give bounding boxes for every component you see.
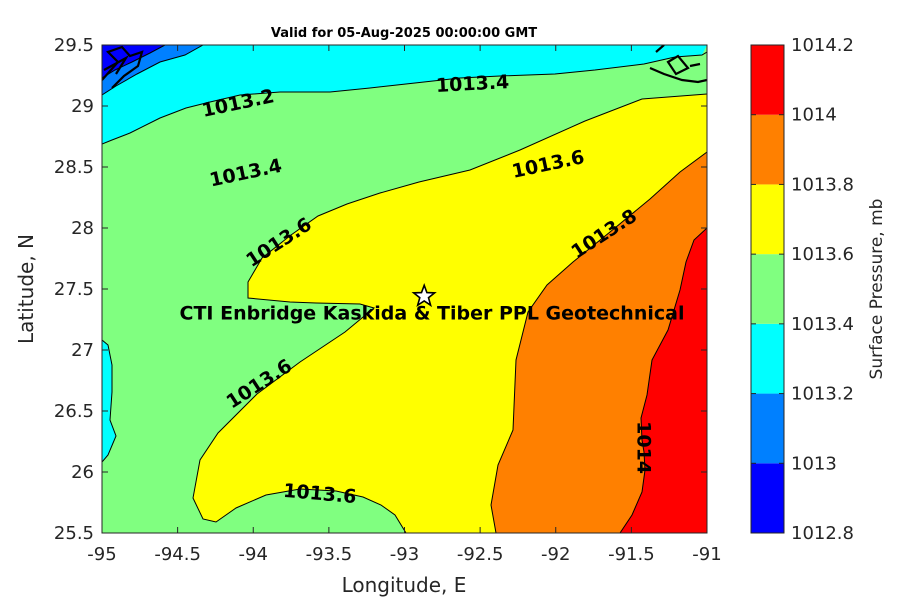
x-tick-label: -94.5	[154, 544, 201, 565]
x-axis-label: Longitude, E	[342, 573, 467, 597]
colorbar-swatch	[751, 184, 784, 255]
colorbar-label: Surface Pressure, mb	[867, 199, 887, 380]
y-tick-label: 26	[71, 462, 94, 483]
colorbar-tick-label: 1013.4	[791, 314, 854, 335]
colorbar-tick-label: 1013	[791, 453, 837, 474]
y-axis: 25.5 26 26.5 27 27.5 28 28.5 29 29.5	[54, 35, 707, 544]
colorbar-tick-label: 1014	[791, 105, 837, 126]
coastlines	[102, 45, 707, 89]
x-tick-label: -91	[692, 544, 721, 565]
region-1013.2-west	[102, 340, 116, 462]
colorbar-tick-label: 1014.2	[791, 35, 854, 56]
y-tick-label: 27.5	[54, 279, 94, 300]
y-tick-label: 26.5	[54, 401, 94, 422]
x-axis: -95 -94.5 -94 -93.5 -93 -92.5 -92 -91.5 -91	[87, 45, 722, 565]
colorbar-tick-label: 1013.8	[791, 174, 854, 195]
chart-title: Valid for 05-Aug-2025 00:00:00 GMT	[271, 26, 537, 41]
y-tick-label: 25.5	[54, 523, 94, 544]
colorbar-swatch	[751, 254, 784, 324]
region-1013.2	[102, 45, 707, 144]
colorbar-tick-label: 1012.8	[791, 523, 854, 544]
y-tick-label: 28.5	[54, 157, 94, 178]
contour-label: 1014	[632, 421, 654, 474]
colorbar-swatch	[751, 323, 784, 394]
x-tick-label: -95	[87, 544, 116, 565]
y-tick-label: 29	[71, 96, 94, 117]
x-tick-label: -92	[541, 544, 570, 565]
x-tick-label: -92.5	[457, 544, 504, 565]
site-label: CTI Enbridge Kaskida & Tiber PPL Geotech…	[180, 302, 685, 324]
y-tick-label: 28	[71, 218, 94, 239]
colorbar-frame	[750, 44, 785, 534]
colorbar-swatch	[751, 393, 784, 464]
colorbar-swatch	[751, 463, 784, 533]
y-tick-label: 29.5	[54, 35, 94, 56]
colorbar-swatch	[751, 114, 784, 185]
y-axis-label: Latitude, N	[14, 234, 38, 344]
x-tick-label: -91.5	[608, 544, 655, 565]
region-1014	[620, 228, 707, 533]
contour-lines	[102, 45, 707, 533]
colorbar-swatch	[751, 45, 784, 115]
x-tick-label: -94	[239, 544, 268, 565]
colorbar-tick-label: 1013.2	[791, 384, 854, 405]
region-1013.8	[491, 152, 707, 533]
x-tick-label: -93.5	[306, 544, 353, 565]
region-1013.6	[193, 94, 707, 533]
plot-area	[102, 45, 707, 533]
y-tick-label: 27	[71, 340, 94, 361]
colorbar: 1012.8 1013 1013.2 1013.4 1013.6 1013.8 1014 10…	[750, 35, 854, 544]
colorbar-tick-label: 1013.6	[791, 244, 854, 265]
site-marker-group: CTI Enbridge Kaskida & Tiber PPL Geotech…	[180, 282, 685, 324]
x-tick-label: -93	[390, 544, 419, 565]
contour-label: 1013.4	[435, 71, 509, 97]
site-star-marker	[411, 282, 437, 308]
